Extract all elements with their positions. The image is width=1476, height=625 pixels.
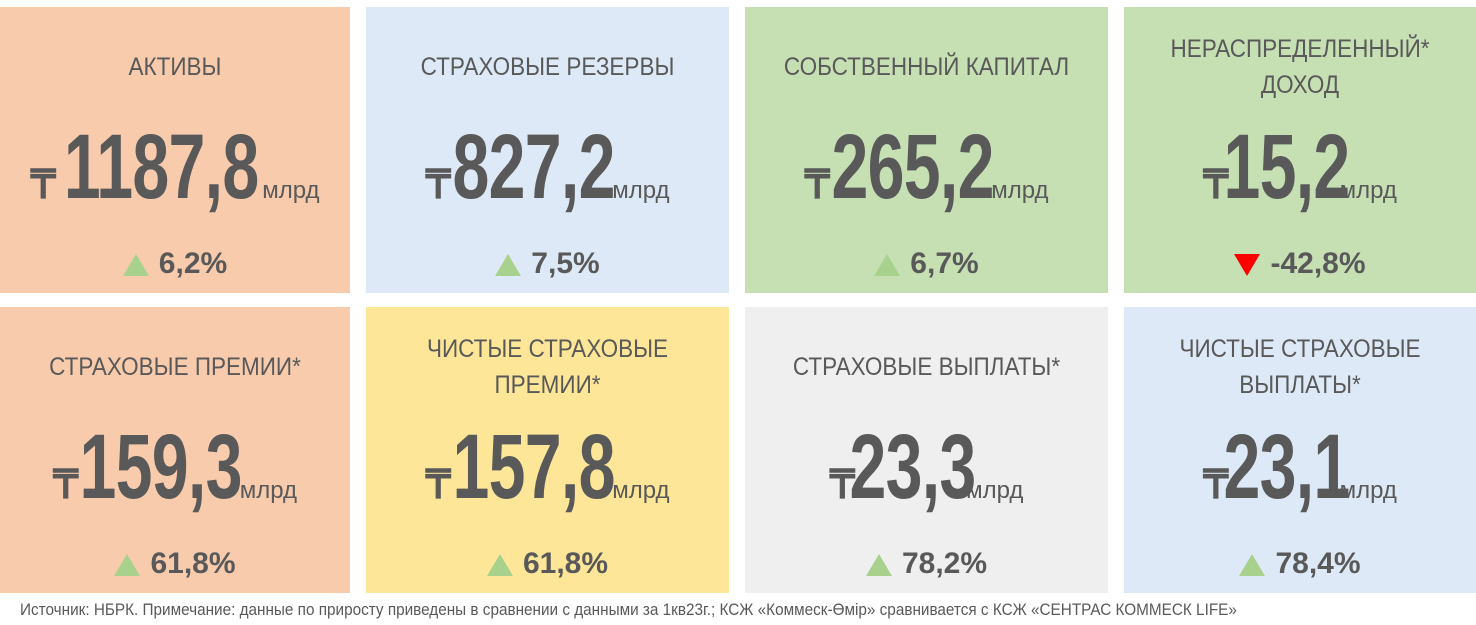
kpi-card: СТРАХОВЫЕ ВЫПЛАТЫ* ₸ 23,3 млрд 78,2%: [745, 307, 1108, 593]
change-row: 61,8%: [366, 547, 729, 581]
card-title: ЧИСТЫЕ СТРАХОВЫЕ ПРЕМИИ*: [426, 335, 669, 399]
change-row: 6,2%: [0, 247, 350, 281]
currency: ₸: [1203, 463, 1229, 507]
value: 265,2: [831, 116, 994, 218]
card-title: СТРАХОВЫЕ ПРЕМИИ*: [49, 353, 301, 381]
unit: млрд: [239, 477, 297, 504]
arrow-up: [122, 254, 149, 277]
currency: ₸: [829, 463, 856, 507]
value: 159,3: [79, 416, 243, 518]
value-row: ₸ 1187,8 млрд: [0, 115, 350, 225]
arrow-up: [114, 554, 141, 577]
change-row: 78,2%: [745, 547, 1108, 581]
kpi-card: ЧИСТЫЕ СТРАХОВЫЕ ПРЕМИИ* ₸ 157,8 млрд 61,8%: [366, 307, 729, 593]
change: 61,8%: [150, 547, 236, 580]
change-row: 6,7%: [745, 247, 1108, 281]
value-row: ₸ 15,2 млрд: [1124, 115, 1476, 225]
arrow-down: [1234, 254, 1261, 277]
change: 6,2%: [158, 247, 228, 280]
kpi-card: СТРАХОВЫЕ ПРЕМИИ* ₸ 159,3 млрд 61,8%: [0, 307, 350, 593]
unit: млрд: [612, 177, 670, 204]
change: 7,5%: [531, 247, 600, 280]
currency: ₸: [53, 463, 79, 507]
card-title: СТРАХОВЫЕ РЕЗЕРВЫ: [420, 53, 675, 81]
change-row: 7,5%: [366, 247, 729, 281]
card-title: СОБСТВЕННЫЙ КАПИТАЛ: [783, 53, 1070, 81]
currency: ₸: [425, 463, 451, 507]
kpi-card: СОБСТВЕННЫЙ КАПИТАЛ ₸ 265,2 млрд 6,7%: [745, 7, 1108, 293]
value: 15,2: [1223, 116, 1350, 218]
unit: млрд: [612, 477, 670, 504]
footer: Источник: НБРК. Примечание: данные по пр…: [20, 600, 1237, 619]
value: 23,1: [1223, 416, 1350, 518]
card-title: АКТИВЫ: [128, 53, 222, 81]
change: 78,2%: [901, 547, 988, 580]
change: -42,8%: [1270, 247, 1366, 280]
currency: ₸: [425, 163, 451, 207]
unit: млрд: [1339, 177, 1397, 204]
arrow-up: [495, 254, 522, 277]
currency: ₸: [30, 163, 56, 207]
value: 827,2: [452, 116, 615, 218]
change-row: -42,8%: [1124, 247, 1476, 281]
card-title: НЕРАСПРЕДЕЛЕННЫЙ* ДОХОД: [1170, 35, 1430, 99]
value-row: ₸ 827,2 млрд: [366, 115, 729, 225]
value-row: ₸ 23,1 млрд: [1124, 415, 1476, 525]
kpi-card: СТРАХОВЫЕ РЕЗЕРВЫ ₸ 827,2 млрд 7,5%: [366, 7, 729, 293]
change-row: 61,8%: [0, 547, 350, 581]
value-row: ₸ 265,2 млрд: [745, 115, 1108, 225]
unit: млрд: [1339, 477, 1397, 504]
value: 157,8: [452, 416, 615, 518]
value-row: ₸ 157,8 млрд: [366, 415, 729, 525]
card-title: СТРАХОВЫЕ ВЫПЛАТЫ*: [792, 353, 1061, 381]
unit: млрд: [991, 177, 1049, 204]
change: 6,7%: [910, 247, 979, 280]
arrow-up: [1239, 554, 1266, 577]
kpi-card: НЕРАСПРЕДЕЛЕННЫЙ* ДОХОД ₸ 15,2 млрд -42,8%: [1124, 7, 1476, 293]
unit: млрд: [966, 477, 1024, 504]
arrow-up: [874, 254, 901, 277]
change: 61,8%: [522, 547, 609, 580]
value-row: ₸ 23,3 млрд: [745, 415, 1108, 525]
kpi-card: ЧИСТЫЕ СТРАХОВЫЕ ВЫПЛАТЫ* ₸ 23,1 млрд 78,4%: [1124, 307, 1476, 593]
value: 1187,8: [63, 116, 259, 218]
arrow-up: [486, 554, 513, 577]
currency: ₸: [804, 163, 830, 207]
change-row: 78,4%: [1124, 547, 1476, 581]
change: 78,4%: [1275, 547, 1361, 580]
value-row: ₸ 159,3 млрд: [0, 415, 350, 525]
kpi-card: АКТИВЫ ₸ 1187,8 млрд 6,2%: [0, 7, 350, 293]
card-title: ЧИСТЫЕ СТРАХОВЫЕ ВЫПЛАТЫ*: [1179, 335, 1421, 399]
value: 23,3: [849, 416, 977, 518]
currency: ₸: [1203, 163, 1229, 207]
unit: млрд: [262, 177, 320, 204]
arrow-up: [865, 554, 892, 577]
